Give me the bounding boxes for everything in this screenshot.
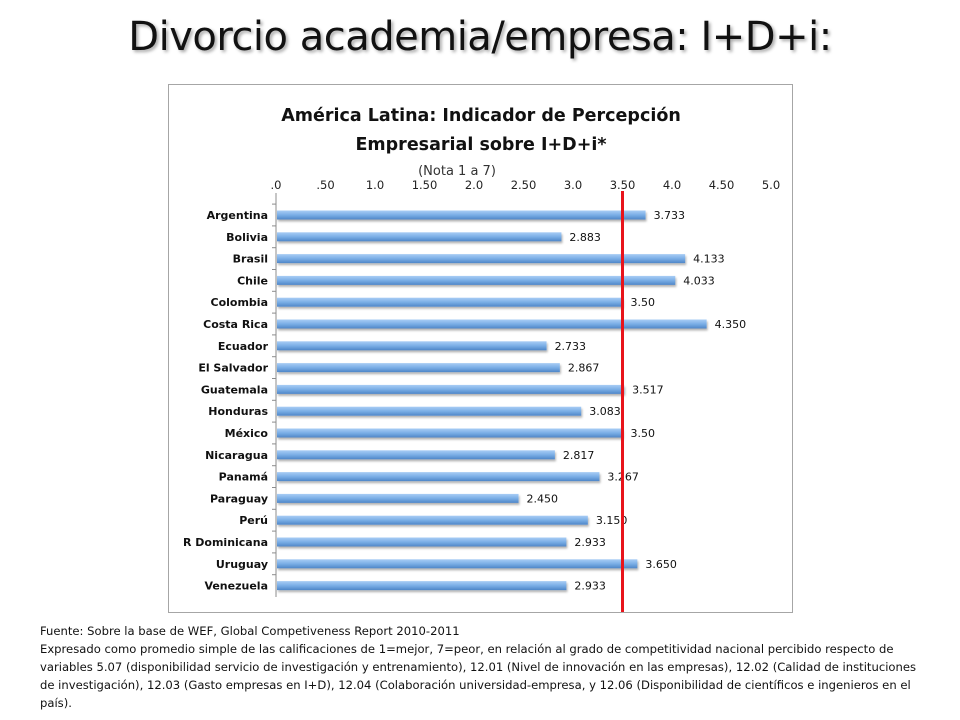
category-label: Paraguay: [210, 492, 268, 505]
bar-panama: [277, 472, 600, 482]
footnote: Fuente: Sobre la base de WEF, Global Com…: [40, 622, 930, 712]
x-tick-label: 4.0: [663, 178, 681, 192]
chart-subtitle: (Nota 1 a 7): [418, 164, 496, 179]
x-tick-label: .50: [316, 178, 334, 192]
x-tick-label: .0: [271, 178, 282, 192]
value-label: 2.817: [563, 449, 595, 462]
value-label: 3.733: [654, 209, 686, 222]
bar-paraguay: [277, 493, 519, 503]
chart-title-line1: América Latina: Indicador de Percepción: [281, 106, 681, 126]
value-label: 3.083: [589, 405, 621, 418]
value-label: 4.033: [683, 274, 715, 287]
category-label: México: [225, 427, 269, 440]
x-tick-label: 1.50: [412, 178, 438, 192]
category-label: Brasil: [233, 253, 268, 266]
category-label: Perú: [239, 514, 268, 527]
x-tick-label: 3.0: [564, 178, 582, 192]
value-label: 2.933: [574, 536, 606, 549]
category-label: Bolivia: [226, 231, 268, 244]
bar-bolivia: [277, 232, 562, 242]
bar-chart: América Latina: Indicador de Percepción …: [183, 106, 780, 612]
bar-brasil: [277, 254, 686, 264]
footnote-description: Expresado como promedio simple de las ca…: [40, 642, 917, 710]
value-label: 3.517: [632, 383, 664, 396]
category-label: Ecuador: [218, 340, 269, 353]
x-tick-label: 3.50: [610, 178, 636, 192]
category-label: Argentina: [207, 209, 268, 222]
bar-nicaragua: [277, 450, 555, 460]
x-tick-label: 5.0: [762, 178, 780, 192]
category-label: Guatemala: [201, 383, 268, 396]
x-tick-label: 2.0: [465, 178, 483, 192]
value-label: 3.150: [596, 514, 628, 527]
category-label: Panamá: [219, 471, 268, 484]
value-label: 2.733: [555, 340, 587, 353]
value-label: 2.867: [568, 362, 600, 375]
category-label: Nicaragua: [205, 449, 268, 462]
category-label: El Salvador: [198, 362, 268, 375]
bar-el-salvador: [277, 363, 560, 373]
category-label: Colombia: [211, 296, 269, 309]
value-label: 2.933: [574, 580, 606, 593]
bar-argentina: [277, 210, 646, 220]
category-label: Uruguay: [216, 558, 268, 571]
category-label: Costa Rica: [203, 318, 268, 331]
value-label: 2.450: [527, 492, 559, 505]
bar-r-dominicana: [277, 537, 567, 547]
category-label: Honduras: [208, 405, 268, 418]
bar-honduras: [277, 406, 582, 416]
category-label: Chile: [237, 274, 268, 287]
footnote-source: Fuente: Sobre la base de WEF, Global Com…: [40, 624, 460, 638]
chart-title-line2: Empresarial sobre I+D+i*: [355, 135, 606, 155]
value-label: 2.883: [569, 231, 601, 244]
x-tick-label: 1.0: [366, 178, 384, 192]
x-tick-label: 2.50: [511, 178, 537, 192]
bar-ecuador: [277, 341, 547, 351]
bar-uruguay: [277, 559, 638, 569]
x-tick-label: 4.50: [709, 178, 735, 192]
bar-chile: [277, 275, 676, 285]
category-label: Venezuela: [204, 580, 268, 593]
bar-costa-rica: [277, 319, 707, 329]
slide-title: Divorcio academia/empresa: I+D+i:: [128, 14, 832, 60]
value-label: 3.650: [645, 558, 677, 571]
value-label: 3.50: [631, 296, 656, 309]
value-label: 4.350: [715, 318, 747, 331]
bar-peru: [277, 515, 588, 525]
bar-colombia: [277, 297, 623, 307]
value-label: 4.133: [693, 253, 725, 266]
category-label: R Dominicana: [183, 536, 268, 549]
bar-guatemala: [277, 384, 625, 394]
bar-venezuela: [277, 581, 567, 591]
value-label: 3.50: [631, 427, 656, 440]
chart-frame: América Latina: Indicador de Percepción …: [168, 84, 793, 613]
bar-mexico: [277, 428, 623, 438]
